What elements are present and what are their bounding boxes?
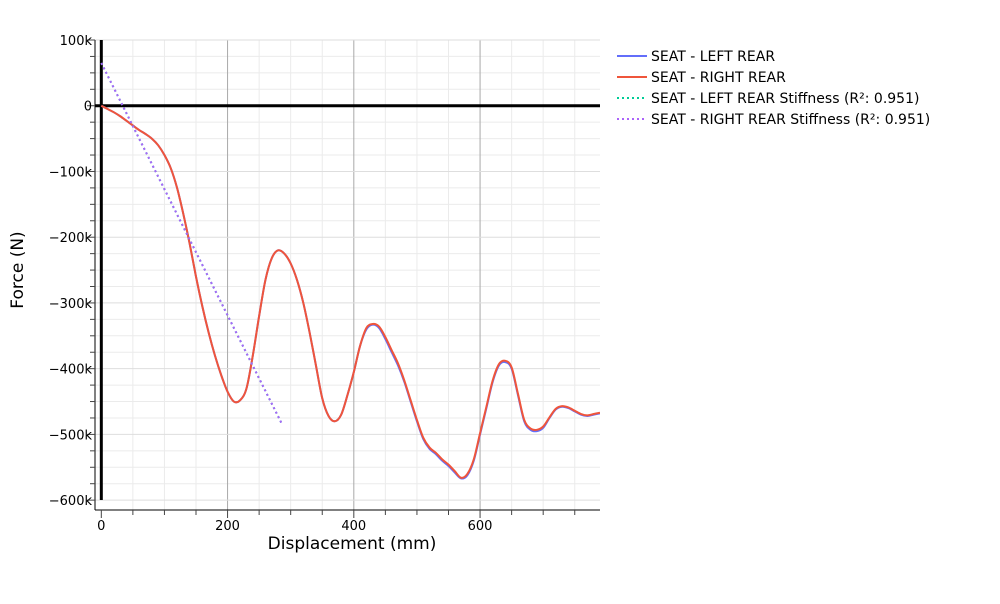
y-tick-label: −100k [49,165,93,180]
legend-label: SEAT - RIGHT REAR [651,70,786,86]
x-tick-label: 400 [341,519,366,534]
y-tick-label: −400k [49,363,93,378]
legend-label: SEAT - LEFT REAR [651,49,775,65]
legend-item-seat-right-rear[interactable]: SEAT - RIGHT REAR [617,70,786,86]
y-tick-label: 100k [60,34,93,49]
legend-item-seat-left-rear-stiffness-r-0-951[interactable]: SEAT - LEFT REAR Stiffness (R²: 0.951) [617,91,919,107]
y-tick-label: −600k [49,494,93,509]
legend-item-seat-left-rear[interactable]: SEAT - LEFT REAR [617,49,775,65]
x-axis-title: Displacement (mm) [268,534,437,554]
y-tick-label: 0 [84,100,92,115]
series-line-seat-right-rear-stiffness-r-0-951 [100,62,283,424]
x-tick-label: 200 [215,519,240,534]
axes [87,39,600,518]
y-tick-label: −300k [49,297,93,312]
grid [95,39,600,510]
legend[interactable]: SEAT - LEFT REAR SEAT - RIGHT REAR SEAT - … [617,49,930,128]
y-tick-label: −200k [49,231,93,246]
y-tick-label: −500k [49,428,93,443]
legend-item-seat-right-rear-stiffness-r-0-951[interactable]: SEAT - RIGHT REAR Stiffness (R²: 0.951) [617,112,930,128]
series-line-seat-right-rear [100,104,600,479]
x-tick-label: 600 [468,519,493,534]
legend-label: SEAT - RIGHT REAR Stiffness (R²: 0.951) [651,112,930,128]
tick-labels: 0 200 400 600 100k 0 −100k −200k −300k −400k −500k… [49,34,493,534]
series-plot-area [100,62,600,480]
legend-label: SEAT - LEFT REAR Stiffness (R²: 0.951) [651,91,919,107]
y-axis-title: Force (N) [8,231,28,308]
x-tick-label: 0 [97,519,105,534]
